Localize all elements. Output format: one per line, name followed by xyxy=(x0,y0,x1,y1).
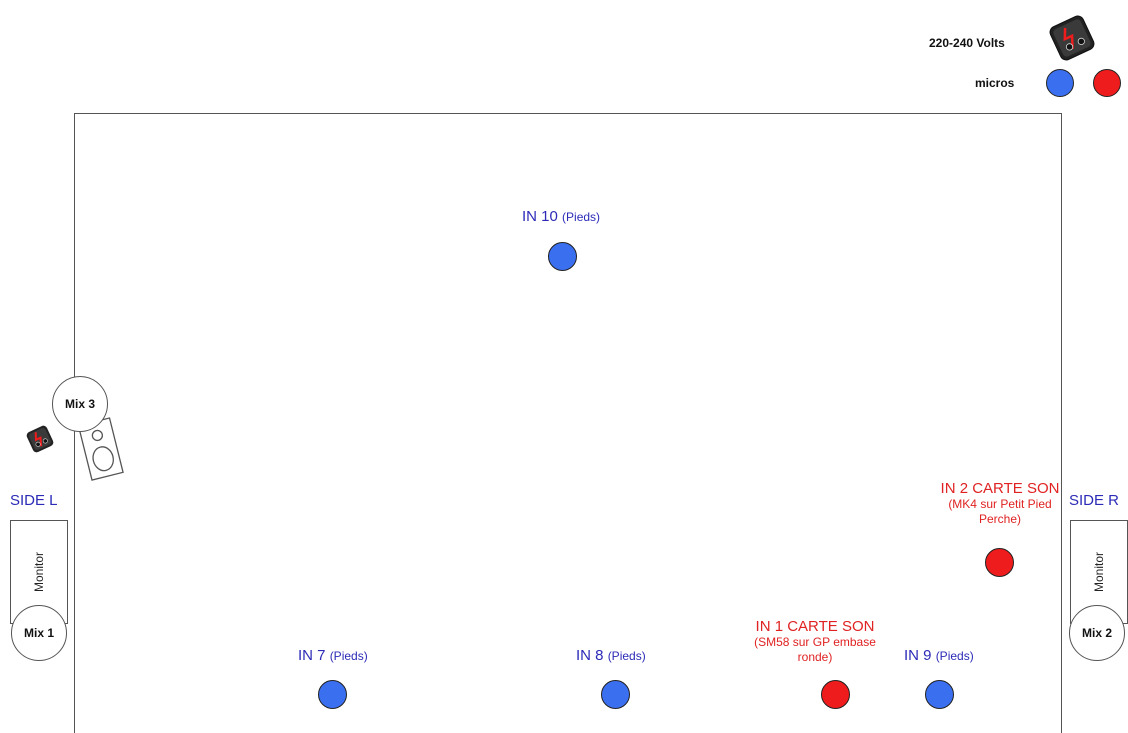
legend-blue-mic-icon xyxy=(1046,69,1074,97)
in7-detail: (Pieds) xyxy=(329,649,368,663)
in10-name: IN 10 xyxy=(522,208,558,225)
power-outlet-icon xyxy=(1049,15,1095,61)
in10-detail: (Pieds) xyxy=(562,210,601,224)
in2-detail-2: Perche) xyxy=(978,512,1022,526)
mix3-circle: Mix 3 xyxy=(52,376,108,432)
mix2-circle: Mix 2 xyxy=(1069,605,1125,661)
side-right-label: SIDE R xyxy=(1069,492,1120,509)
speaker-wedge-icon xyxy=(75,415,127,485)
in10-label: IN 10 (Pieds) xyxy=(522,208,600,225)
in9-detail: (Pieds) xyxy=(935,649,974,663)
in1-label: IN 1 CARTE SON (SM58 sur GP embase ronde… xyxy=(730,618,900,665)
in8-mic-icon xyxy=(601,680,630,709)
in1-detail-1: (SM58 sur GP embase xyxy=(754,635,876,649)
in8-detail: (Pieds) xyxy=(607,649,646,663)
monitor-left-label: Monitor xyxy=(31,551,46,593)
in1-name: IN 1 CARTE SON xyxy=(755,618,875,635)
in7-mic-icon xyxy=(318,680,347,709)
in1-detail-2: ronde) xyxy=(797,650,833,664)
in9-label: IN 9 (Pieds) xyxy=(904,647,974,664)
micros-legend-label: micros xyxy=(975,76,1015,90)
legend-red-mic-icon xyxy=(1093,69,1121,97)
in1-mic-icon xyxy=(821,680,850,709)
in8-name: IN 8 xyxy=(576,647,604,664)
in7-label: IN 7 (Pieds) xyxy=(298,647,368,664)
in7-name: IN 7 xyxy=(298,647,326,664)
in10-mic-icon xyxy=(548,242,577,271)
in9-mic-icon xyxy=(925,680,954,709)
in8-label: IN 8 (Pieds) xyxy=(576,647,646,664)
in2-label: IN 2 CARTE SON (MK4 sur Petit Pied Perch… xyxy=(915,480,1085,527)
in9-name: IN 9 xyxy=(904,647,932,664)
mix1-circle: Mix 1 xyxy=(11,605,67,661)
in2-detail-1: (MK4 sur Petit Pied xyxy=(948,497,1052,511)
in2-name: IN 2 CARTE SON xyxy=(940,480,1060,497)
monitor-right-label: Monitor xyxy=(1091,551,1106,593)
in2-mic-icon xyxy=(985,548,1014,577)
power-legend-label: 220-240 Volts xyxy=(929,36,1005,50)
power-outlet-left-icon xyxy=(25,424,55,454)
stage-outline xyxy=(74,113,1062,733)
side-left-label: SIDE L xyxy=(10,492,58,509)
